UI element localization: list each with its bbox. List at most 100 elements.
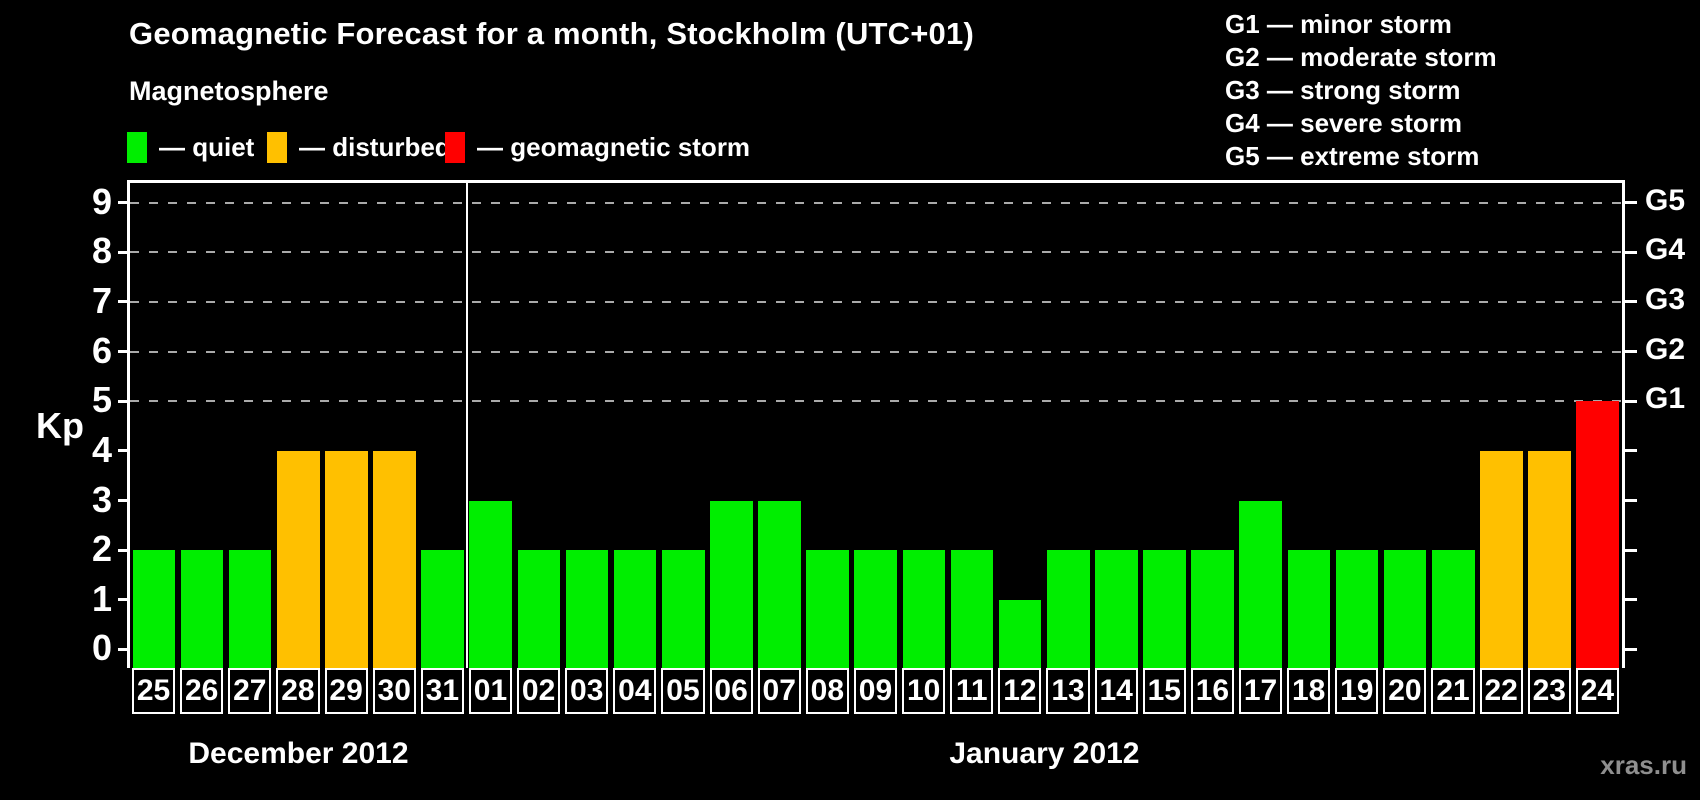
- legend-item-disturbed: — disturbed: [267, 132, 451, 163]
- magnetosphere-legend-title: Magnetosphere: [129, 76, 329, 106]
- y-tick-right: [1625, 350, 1637, 354]
- g-legend-item: G2 — moderate storm: [1225, 42, 1497, 72]
- date-label: 11: [950, 668, 994, 714]
- kp-bar: [1480, 450, 1523, 668]
- quiet-swatch: [127, 132, 147, 163]
- date-label: 22: [1479, 668, 1523, 714]
- kp-bar: [132, 550, 176, 668]
- y-tick-left: [118, 350, 130, 354]
- date-label: 14: [1094, 668, 1138, 714]
- g-tick-label-g2: G2: [1645, 332, 1686, 366]
- y-tick-right: [1625, 449, 1637, 453]
- storm-swatch: [445, 132, 465, 163]
- kp-bar: [1528, 450, 1571, 668]
- y-tick-label: 9: [91, 180, 112, 222]
- kp-bar: [1431, 550, 1475, 668]
- g-legend-item: G4 — severe storm: [1225, 108, 1463, 138]
- kp-bar: [325, 450, 368, 668]
- y-tick-label: 4: [91, 428, 112, 470]
- kp-bar: [1287, 550, 1331, 668]
- kp-bar: [950, 550, 994, 668]
- date-label: 30: [372, 668, 416, 714]
- kp-bar: [661, 550, 705, 668]
- y-tick-right: [1625, 399, 1637, 403]
- plot-area: [127, 180, 1625, 668]
- g-tick-label-g5: G5: [1645, 183, 1686, 217]
- kp-bar: [1143, 550, 1186, 668]
- month-label: December 2012: [188, 737, 409, 770]
- kp-bar: [902, 550, 946, 668]
- legend-item-label: — geomagnetic storm: [477, 132, 751, 162]
- date-label: 10: [902, 668, 946, 714]
- kp-bar: [276, 450, 320, 668]
- gridline-kp9: [130, 201, 1622, 204]
- date-label: 02: [517, 668, 561, 714]
- g-tick-label-g3: G3: [1645, 282, 1686, 316]
- y-tick-right: [1625, 548, 1637, 552]
- y-tick-right: [1625, 499, 1637, 502]
- kp-bar: [758, 500, 801, 668]
- kp-bar: [1576, 401, 1619, 668]
- gridline-kp8: [130, 251, 1622, 254]
- date-label: 05: [661, 668, 705, 714]
- y-tick-left: [118, 598, 130, 602]
- kp-bar: [373, 450, 416, 668]
- date-label: 25: [132, 668, 176, 714]
- date-label: 29: [324, 668, 368, 714]
- g-tick-label-g1: G1: [1645, 382, 1686, 416]
- legend-item-quiet: — quiet: [127, 132, 254, 163]
- kp-bar: [1239, 500, 1283, 668]
- date-label: 07: [757, 668, 801, 714]
- date-label: 09: [853, 668, 898, 714]
- kp-bar: [180, 550, 224, 668]
- g-legend-item: G3 — strong storm: [1225, 75, 1461, 105]
- gridline-kp6: [130, 350, 1622, 353]
- y-axis-title: Kp: [36, 405, 84, 446]
- kp-bar: [613, 550, 657, 668]
- date-label: 26: [180, 668, 224, 714]
- y-tick-label: 7: [91, 279, 112, 321]
- date-label: 21: [1431, 668, 1475, 714]
- chart-title: Geomagnetic Forecast for a month, Stockh…: [129, 16, 974, 51]
- gridline-kp7: [130, 300, 1622, 303]
- date-label: 06: [709, 668, 753, 714]
- disturbed-swatch: [267, 132, 287, 163]
- y-tick-left: [118, 201, 130, 205]
- y-tick-left: [118, 449, 130, 453]
- kp-bar: [998, 599, 1042, 668]
- y-tick-label: 0: [91, 627, 112, 669]
- kp-bar: [854, 550, 898, 668]
- date-label: 17: [1238, 668, 1283, 714]
- y-tick-right: [1625, 300, 1637, 304]
- y-tick-right: [1625, 250, 1637, 254]
- g-legend-item: G5 — extreme storm: [1225, 141, 1480, 171]
- kp-bar: [517, 550, 561, 668]
- y-tick-right: [1625, 598, 1637, 602]
- gridline-kp5: [130, 400, 1622, 403]
- date-label: 20: [1383, 668, 1427, 714]
- kp-bar: [1335, 550, 1379, 668]
- date-label: 08: [805, 668, 849, 714]
- date-label: 12: [998, 668, 1042, 714]
- kp-bar: [469, 500, 513, 668]
- kp-bar: [1383, 550, 1427, 668]
- y-tick-left: [118, 499, 130, 502]
- date-label: 01: [468, 668, 513, 714]
- date-label: 03: [565, 668, 609, 714]
- kp-bar: [1046, 550, 1090, 668]
- y-tick-label: 1: [91, 577, 112, 619]
- date-label: 16: [1190, 668, 1234, 714]
- date-label: 15: [1142, 668, 1186, 714]
- kp-bar: [1191, 550, 1234, 668]
- g-legend-item: G1 — minor storm: [1225, 9, 1452, 39]
- y-tick-label: 8: [91, 230, 112, 272]
- y-tick-left: [118, 250, 130, 254]
- y-tick-left: [118, 647, 130, 651]
- y-tick-left: [118, 300, 130, 304]
- date-label: 27: [228, 668, 272, 714]
- y-tick-label: 2: [91, 528, 112, 570]
- date-label: 13: [1046, 668, 1090, 714]
- legend-item-label: — quiet: [159, 132, 255, 162]
- watermark: xras.ru: [1600, 750, 1687, 780]
